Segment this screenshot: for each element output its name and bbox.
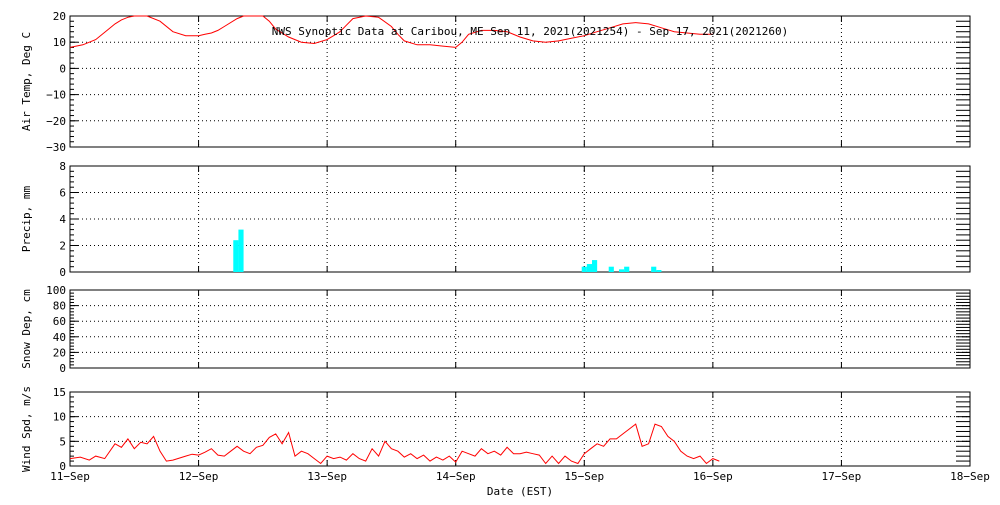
wind-speed-ytick-label: 0: [59, 460, 66, 473]
precip-bar: [619, 269, 625, 272]
air-temp-ytick-label: 20: [53, 10, 66, 23]
air-temp-ytick-label: −20: [46, 115, 66, 128]
wind-speed-frame: [69, 391, 971, 467]
x-tick-label: 12−Sep: [179, 470, 219, 483]
snow-depth-frame: [69, 289, 971, 369]
x-tick-label: 11−Sep: [50, 470, 90, 483]
precip-bar: [656, 270, 662, 272]
snow-depth-ytick-label: 60: [53, 315, 66, 328]
snow-depth-ytick-label: 0: [59, 362, 66, 375]
precip-bar: [624, 266, 630, 272]
wind-speed-ytick-label: 5: [59, 435, 66, 448]
wind-speed-series-line: [69, 423, 720, 465]
snow-depth-ytick-label: 100: [46, 284, 66, 297]
x-tick-label: 18−Sep: [950, 470, 990, 483]
precip-bar: [581, 266, 587, 272]
precip-ytick-label: 4: [59, 213, 66, 226]
precip-ytick-label: 8: [59, 160, 66, 173]
snow-depth-ytick-label: 40: [53, 331, 66, 344]
precip-ytick-label: 0: [59, 266, 66, 279]
air-temp-ytick-label: 0: [59, 62, 66, 75]
x-tick-label: 17−Sep: [822, 470, 862, 483]
snow-depth-ytick-label: 20: [53, 346, 66, 359]
precip-bar: [592, 260, 598, 272]
precip-bar: [238, 229, 244, 272]
precip-ytick-label: 6: [59, 187, 66, 200]
x-axis-label: Date (EST): [487, 485, 553, 498]
air-temp-frame: [69, 15, 971, 148]
x-tick-label: 15−Sep: [564, 470, 604, 483]
precip-ytick-label: 2: [59, 240, 66, 253]
precip-bar: [586, 264, 592, 272]
chart-title: NWS Synoptic Data at Caribou, ME Sep 11,…: [272, 25, 789, 38]
precip-frame: [69, 165, 971, 273]
wind-speed-ylabel: Wind Spd, m/s: [20, 386, 33, 472]
snow-depth-ylabel: Snow Dep, cm: [20, 289, 33, 369]
air-temp-ylabel: Air Temp, Deg C: [20, 32, 33, 131]
x-tick-label: 16−Sep: [693, 470, 733, 483]
wind-speed-ytick-label: 15: [53, 386, 66, 399]
air-temp-series-line: [69, 15, 713, 48]
x-tick-label: 13−Sep: [307, 470, 347, 483]
snow-depth-ytick-label: 80: [53, 300, 66, 313]
wind-speed-ytick-label: 10: [53, 411, 66, 424]
precip-bar: [233, 240, 239, 272]
precip-bar: [651, 266, 657, 272]
precip-bar: [608, 266, 614, 272]
air-temp-ytick-label: −10: [46, 89, 66, 102]
precip-ylabel: Precip, mm: [20, 186, 33, 253]
x-tick-label: 14−Sep: [436, 470, 476, 483]
air-temp-ytick-label: 10: [53, 36, 66, 49]
air-temp-ytick-label: −30: [46, 141, 66, 154]
